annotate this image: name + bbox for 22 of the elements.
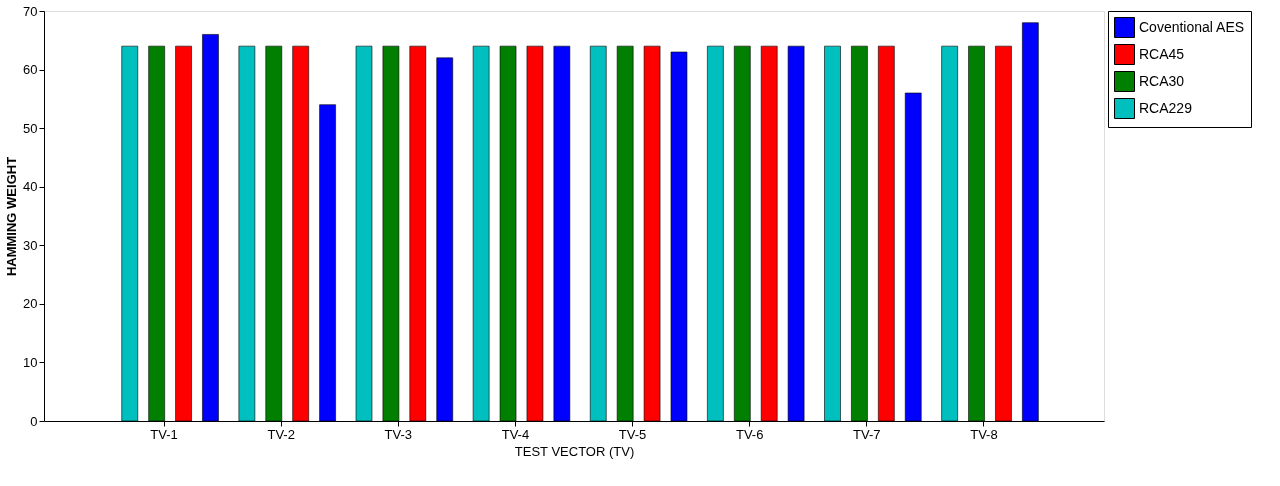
y-tick-label: 10 [23,354,38,370]
y-tick-label: 50 [23,120,38,136]
x-tick-label: TV-8 [970,426,998,442]
x-tick-label: TV-1 [150,426,178,442]
x-tick-label: TV-4 [501,426,530,442]
x-tick-label: TV-5 [618,426,647,442]
x-axis-title: TEST VECTOR (TV) [514,443,635,459]
x-tick-label: TV-2 [267,426,295,442]
y-tick-label: 60 [23,62,38,78]
y-tick-label: 30 [23,237,38,253]
legend-label: RCA45 [1139,45,1185,62]
legend-label: RCA30 [1139,72,1185,89]
legend-label: RCA229 [1139,99,1193,116]
y-axis-title: HAMMING WEIGHT [4,156,20,277]
x-tick-label: TV-3 [384,426,413,442]
legend-label: Coventional AES [1139,18,1245,35]
y-tick-label: 0 [30,413,38,429]
x-tick-label: TV-7 [853,426,881,442]
x-tick-label: TV-6 [735,426,764,442]
y-tick-label: 40 [23,179,38,195]
y-tick-label: 70 [23,3,38,19]
y-tick-label: 20 [23,296,38,312]
